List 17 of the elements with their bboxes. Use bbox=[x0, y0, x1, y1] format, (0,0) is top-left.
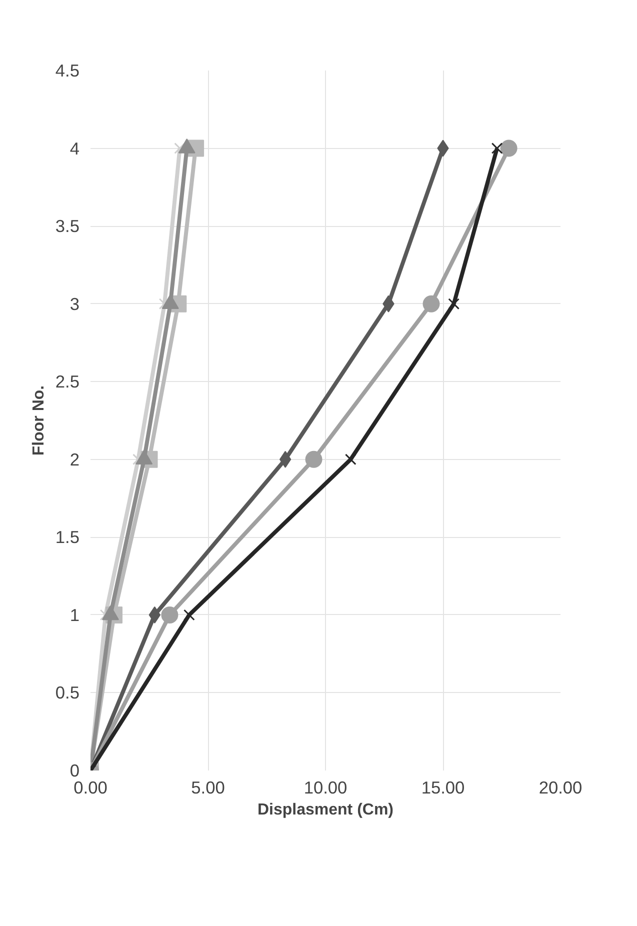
x-tick-label: 0.00 bbox=[74, 778, 108, 798]
y-tick-label: 0 bbox=[70, 760, 80, 780]
y-tick-label: 1 bbox=[70, 604, 80, 625]
x-tick-label: 10.00 bbox=[304, 778, 348, 798]
y-tick-label: 2.5 bbox=[55, 372, 80, 392]
y-tick-label: 4 bbox=[70, 138, 80, 158]
x-tick-label: 20.00 bbox=[538, 778, 582, 798]
x-tick-label: 5.00 bbox=[191, 778, 225, 798]
y-tick-label: 3 bbox=[70, 294, 80, 314]
x-tick-label: 15.00 bbox=[421, 778, 465, 798]
y-axis-title: Floor No. bbox=[30, 385, 48, 456]
y-tick-label: 3.5 bbox=[55, 216, 80, 236]
y-tick-label: 0.5 bbox=[55, 682, 80, 703]
y-tick-label: 4.5 bbox=[55, 60, 80, 80]
y-tick-label: 2 bbox=[70, 449, 80, 470]
y-tick-label: 1.5 bbox=[55, 527, 80, 548]
x-axis-title: Displasment (Cm) bbox=[257, 802, 394, 818]
